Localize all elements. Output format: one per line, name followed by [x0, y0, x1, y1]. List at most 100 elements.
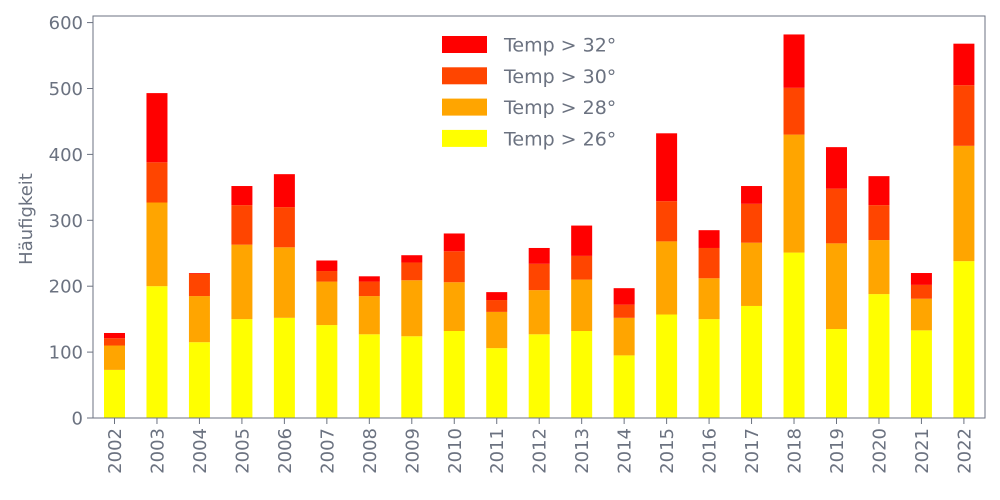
bar-segment-4-2003 — [146, 93, 168, 163]
bar-segment-3-2018 — [783, 87, 805, 135]
bar-segment-4-2006 — [273, 174, 295, 208]
bar-segment-4-2008 — [358, 276, 380, 282]
legend-label: Temp > 30° — [503, 66, 616, 88]
x-tick-label: 2002 — [105, 428, 126, 474]
bar-segment-1-2007 — [316, 325, 338, 418]
x-tick-label: 2007 — [317, 428, 338, 474]
bar-segment-4-2012 — [528, 247, 550, 264]
bar-segment-3-2003 — [146, 162, 168, 203]
y-tick-label: 0 — [72, 409, 83, 430]
bar-segment-3-2021 — [910, 284, 932, 299]
bar-segment-4-2017 — [741, 186, 763, 204]
bar-segment-1-2022 — [953, 261, 975, 418]
bar-segment-2-2007 — [316, 281, 338, 326]
legend-label: Temp > 26° — [503, 128, 616, 150]
x-tick-label: 2013 — [572, 428, 593, 474]
bar-segment-3-2014 — [613, 304, 635, 318]
bar-segment-2-2021 — [910, 298, 932, 331]
bar-segment-4-2004 — [188, 273, 210, 274]
bar-segment-2-2016 — [698, 278, 720, 320]
bar-segment-4-2009 — [401, 255, 423, 263]
bar-segment-2-2002 — [104, 345, 125, 370]
bar-segment-1-2013 — [571, 331, 593, 418]
bar-segment-2-2004 — [188, 296, 210, 343]
x-tick-label: 2011 — [487, 428, 508, 474]
bar-segment-1-2009 — [401, 336, 423, 418]
bar-segment-2-2011 — [486, 311, 508, 349]
bar-segment-3-2022 — [953, 85, 975, 146]
x-tick-label: 2018 — [785, 428, 806, 474]
bar-segment-2-2003 — [146, 202, 168, 287]
x-tick-label: 2016 — [700, 428, 721, 474]
bar-segment-4-2013 — [571, 225, 593, 256]
legend-swatch — [442, 67, 487, 85]
bar-segment-1-2019 — [825, 329, 847, 418]
bar-segment-1-2020 — [868, 294, 890, 418]
bar-segment-1-2014 — [613, 355, 635, 418]
bar-segment-3-2002 — [104, 338, 125, 346]
x-tick-label: 2020 — [869, 428, 890, 474]
bar-segment-2-2006 — [273, 247, 295, 318]
bar-segment-2-2017 — [741, 242, 763, 306]
y-tick-label: 100 — [49, 343, 83, 364]
bar-segment-2-2022 — [953, 145, 975, 262]
x-tick-label: 2017 — [742, 428, 763, 474]
bar-segment-2-2008 — [358, 296, 380, 335]
bar-segment-1-2016 — [698, 319, 720, 418]
bar-segment-3-2019 — [825, 188, 847, 244]
x-tick-label: 2022 — [954, 428, 975, 474]
legend: Temp > 32° Temp > 30° Temp > 28° Temp > 26° — [442, 35, 616, 150]
bar-segment-2-2013 — [571, 279, 593, 332]
x-tick-label: 2010 — [445, 428, 466, 474]
bar-segment-3-2011 — [486, 300, 508, 312]
bar-segment-1-2012 — [528, 334, 550, 418]
bar-segment-2-2014 — [613, 317, 635, 356]
bar-segment-2-2015 — [656, 241, 678, 315]
bar-segment-4-2002 — [104, 332, 125, 339]
bar-segment-2-2012 — [528, 290, 550, 335]
x-tick-label: 2021 — [912, 428, 933, 474]
bar-segment-2-2010 — [443, 282, 465, 332]
bar-segment-2-2005 — [231, 244, 253, 320]
bar-segment-3-2016 — [698, 247, 720, 279]
legend-swatch — [442, 98, 487, 116]
x-tick-label: 2015 — [657, 428, 678, 474]
y-axis-title: Häufigkeit — [16, 173, 37, 265]
bar-segment-3-2007 — [316, 271, 338, 282]
bar-segment-2-2020 — [868, 240, 890, 295]
y-tick-label: 600 — [49, 13, 83, 34]
bar-segment-4-2018 — [783, 34, 805, 88]
bar-segment-3-2006 — [273, 207, 295, 248]
legend-label: Temp > 32° — [503, 35, 616, 57]
x-axis: 2002 2003 2004 2005 2006 2007 2008 2009 2010 2011… — [105, 418, 975, 474]
bar-segment-1-2002 — [104, 369, 125, 418]
y-tick-label: 300 — [49, 211, 83, 232]
bar-segment-2-2019 — [825, 243, 847, 330]
x-tick-label: 2009 — [402, 428, 423, 474]
bar-segment-1-2018 — [783, 252, 805, 418]
x-tick-label: 2019 — [827, 428, 848, 474]
legend-swatch — [442, 36, 487, 53]
legend-label: Temp > 28° — [503, 97, 616, 119]
bar-segment-1-2015 — [656, 314, 678, 418]
x-tick-label: 2008 — [360, 428, 381, 474]
bar-segment-4-2016 — [698, 230, 720, 248]
y-tick-label: 500 — [49, 79, 83, 100]
bar-segment-4-2015 — [656, 133, 678, 202]
x-tick-label: 2003 — [147, 428, 168, 474]
bar-segment-4-2021 — [910, 273, 932, 285]
x-tick-label: 2014 — [615, 428, 636, 474]
bar-segment-3-2017 — [741, 203, 763, 243]
bar-segment-2-2009 — [401, 280, 423, 337]
legend-swatch — [442, 129, 487, 147]
bar-segment-1-2010 — [443, 331, 465, 418]
bar-segment-4-2014 — [613, 288, 635, 305]
y-tick-label: 400 — [49, 145, 83, 166]
bars-layer — [104, 34, 975, 418]
bar-segment-1-2017 — [741, 305, 763, 418]
x-tick-label: 2006 — [275, 428, 296, 474]
y-tick-label: 200 — [49, 277, 83, 298]
bar-segment-3-2012 — [528, 263, 550, 291]
bar-segment-3-2008 — [358, 281, 380, 297]
